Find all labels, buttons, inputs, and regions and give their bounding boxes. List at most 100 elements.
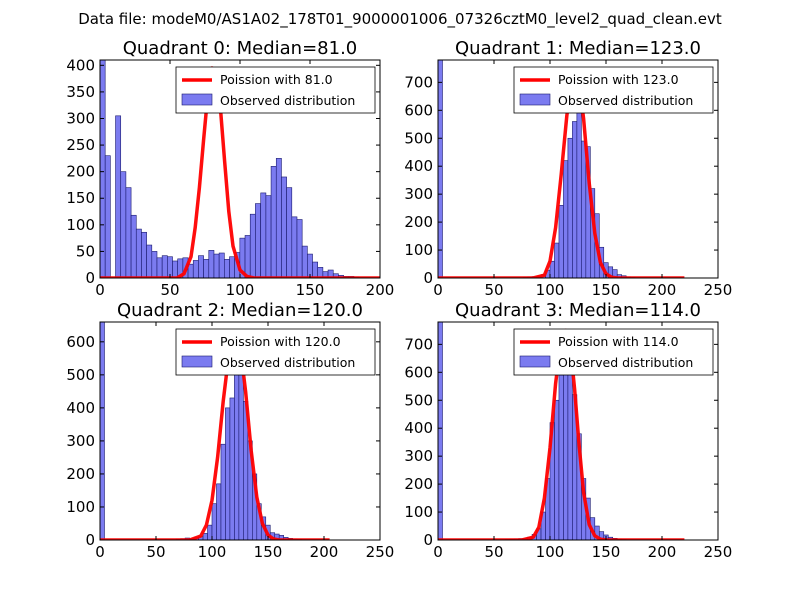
- legend-label-poisson: Poission with 81.0: [220, 72, 333, 87]
- y-tick-label: 400: [404, 157, 433, 175]
- histogram-bar: [438, 60, 443, 278]
- subplot-title: Quadrant 3: Median=114.0: [455, 300, 701, 321]
- y-tick-label: 700: [404, 335, 433, 353]
- histogram-bar: [281, 176, 287, 278]
- histogram-bar: [229, 397, 235, 540]
- x-tick-label: 50: [160, 281, 179, 299]
- histogram-bar: [100, 60, 106, 278]
- histogram-bar: [265, 195, 272, 278]
- x-tick-label: 150: [592, 281, 621, 299]
- histogram-bar: [216, 483, 222, 540]
- histogram-bar: [260, 192, 267, 278]
- histogram-bar: [238, 367, 244, 540]
- histogram-bar: [255, 203, 261, 278]
- x-tick-label: 150: [592, 543, 621, 561]
- y-tick-label: 300: [404, 447, 433, 465]
- y-tick-label: 350: [66, 83, 95, 101]
- x-tick-label: 100: [536, 543, 565, 561]
- histogram-bar: [563, 160, 569, 278]
- histogram-bars: [438, 60, 636, 278]
- figure-title: Data file: modeM0/AS1A02_178T01_90000010…: [78, 10, 722, 29]
- histogram-bar: [198, 255, 204, 278]
- histogram-bar: [156, 257, 163, 278]
- x-tick-label: 200: [366, 281, 395, 299]
- histogram-bar: [224, 259, 230, 278]
- x-tick-label: 0: [433, 281, 443, 299]
- histogram-bar: [100, 322, 105, 540]
- y-tick-label: 600: [66, 333, 95, 351]
- y-tick-label: 300: [66, 109, 95, 127]
- axes-frame: [437, 321, 719, 541]
- y-tick-label: 250: [66, 136, 95, 154]
- y-tick-label: 400: [66, 56, 95, 74]
- y-tick-label: 400: [404, 419, 433, 437]
- histogram-bar: [213, 253, 220, 278]
- histogram-bar: [220, 443, 226, 540]
- histogram-bars: [438, 322, 627, 540]
- axes-frame: [99, 321, 381, 541]
- histogram-bar: [225, 407, 231, 540]
- legend-label-poisson: Poission with 120.0: [220, 334, 341, 349]
- y-tick-label: 200: [404, 213, 433, 231]
- y-tick-label: 100: [404, 503, 433, 521]
- x-tick-label: 250: [704, 543, 733, 561]
- legend-label-observed: Observed distribution: [558, 355, 693, 370]
- histogram-bar: [291, 216, 298, 278]
- histogram-bar: [234, 354, 240, 540]
- y-tick-label: 400: [66, 399, 95, 417]
- histogram-bar: [558, 205, 564, 278]
- histogram-bar: [296, 219, 303, 278]
- y-tick-label: 300: [404, 185, 433, 203]
- y-tick-label: 200: [66, 465, 95, 483]
- legend-label-observed: Observed distribution: [558, 93, 693, 108]
- y-tick-label: 300: [66, 432, 95, 450]
- y-tick-label: 500: [404, 391, 433, 409]
- legend-label-poisson: Poission with 123.0: [558, 72, 679, 87]
- y-tick-label: 0: [423, 269, 433, 287]
- y-tick-label: 0: [85, 531, 95, 549]
- x-tick-label: 50: [146, 543, 165, 561]
- histogram-bar: [125, 187, 132, 278]
- x-tick-label: 100: [226, 281, 255, 299]
- histogram-bar: [301, 245, 308, 278]
- x-tick-label: 150: [254, 543, 283, 561]
- x-tick-label: 100: [536, 281, 565, 299]
- histogram-bar: [554, 399, 560, 540]
- legend-bar-swatch: [519, 355, 551, 368]
- y-tick-label: 100: [66, 498, 95, 516]
- histogram-bar: [202, 533, 208, 540]
- x-tick-label: 150: [296, 281, 325, 299]
- legend-box: [513, 328, 714, 376]
- histogram-bar: [286, 187, 293, 278]
- subplot-title: Quadrant 2: Median=120.0: [117, 300, 363, 321]
- subplot-quadrant-0: 0 50 100 150 200 0 50 100 150 200 250 300 350 400 Quad…: [66, 38, 394, 299]
- histogram-bar: [275, 158, 282, 278]
- histogram-bar: [120, 171, 127, 278]
- histogram-bar: [192, 260, 199, 278]
- histogram-bar: [135, 228, 142, 278]
- x-tick-label: 50: [484, 543, 503, 561]
- x-tick-label: 0: [433, 543, 443, 561]
- histogram-bar: [172, 260, 179, 278]
- histogram-bar: [130, 214, 137, 278]
- histogram-bar: [104, 155, 111, 278]
- subplot-grid: 0 50 100 150 200 0 50 100 150 200 250 300 350 400 Quad…: [66, 38, 732, 561]
- y-tick-label: 100: [66, 216, 95, 234]
- y-tick-label: 500: [66, 366, 95, 384]
- x-tick-label: 250: [704, 281, 733, 299]
- y-tick-label: 500: [404, 129, 433, 147]
- y-tick-label: 700: [404, 73, 433, 91]
- legend-bar-swatch: [181, 355, 213, 368]
- legend: Poission with 120.0 Observed distribution: [175, 328, 376, 376]
- histogram-bar: [438, 322, 443, 540]
- subplot-quadrant-3: 0 50 100 150 200 250 0 100 200 300 400 500 600 700 Qua…: [404, 300, 732, 561]
- y-tick-label: 200: [404, 475, 433, 493]
- histogram-bar: [270, 166, 277, 278]
- legend-bar-swatch: [181, 93, 213, 106]
- histogram-bar: [141, 231, 147, 278]
- legend-bar-swatch: [519, 93, 551, 106]
- histogram-bar: [146, 244, 153, 278]
- x-tick-label: 200: [310, 543, 339, 561]
- y-tick-label: 600: [404, 363, 433, 381]
- legend: Poission with 81.0 Observed distribution: [175, 66, 376, 114]
